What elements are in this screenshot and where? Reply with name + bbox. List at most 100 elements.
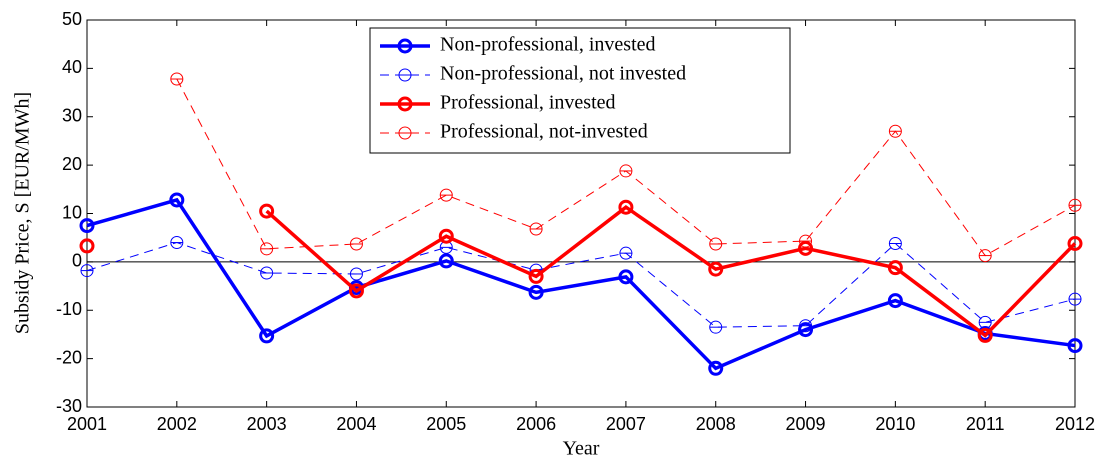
marker bbox=[349, 237, 363, 251]
series-line bbox=[86, 197, 1076, 371]
marker bbox=[529, 222, 543, 236]
marker bbox=[528, 268, 544, 284]
marker bbox=[528, 284, 544, 300]
marker bbox=[977, 327, 993, 343]
series-line bbox=[265, 205, 1077, 338]
marker-circle bbox=[528, 284, 544, 300]
marker bbox=[798, 322, 814, 338]
y-tick-label: 30 bbox=[62, 106, 82, 126]
marker bbox=[888, 236, 902, 250]
marker-circle bbox=[887, 293, 903, 309]
marker bbox=[260, 266, 274, 280]
marker bbox=[398, 68, 412, 82]
marker-circle bbox=[1067, 338, 1083, 354]
legend-label: Professional, invested bbox=[440, 92, 616, 114]
marker bbox=[708, 360, 724, 376]
marker-circle bbox=[259, 328, 275, 344]
series-line bbox=[86, 241, 1076, 328]
marker bbox=[170, 72, 184, 86]
marker-circle bbox=[887, 260, 903, 276]
marker-circle bbox=[1067, 235, 1083, 251]
y-tick-label: 10 bbox=[62, 202, 82, 222]
marker bbox=[888, 124, 902, 138]
marker-circle bbox=[79, 238, 95, 254]
marker bbox=[259, 328, 275, 344]
marker bbox=[709, 237, 723, 251]
marker-circle bbox=[438, 228, 454, 244]
y-tick-label: -10 bbox=[56, 299, 82, 319]
legend-label: Non-professional, invested bbox=[440, 34, 656, 56]
marker bbox=[169, 192, 185, 208]
marker-circle bbox=[348, 283, 364, 299]
marker-circle bbox=[397, 38, 413, 54]
legend-box bbox=[369, 27, 791, 154]
marker bbox=[170, 236, 184, 250]
x-tick-label: 2006 bbox=[516, 414, 556, 434]
marker bbox=[397, 96, 413, 112]
marker bbox=[79, 218, 95, 234]
marker bbox=[1067, 235, 1083, 251]
marker bbox=[708, 261, 724, 277]
marker bbox=[618, 269, 634, 285]
marker-circle bbox=[618, 269, 634, 285]
marker-circle bbox=[798, 322, 814, 338]
marker bbox=[438, 253, 454, 269]
marker bbox=[397, 38, 413, 54]
x-tick-label: 2008 bbox=[696, 414, 736, 434]
x-tick-label: 2011 bbox=[966, 414, 1005, 434]
x-tick-label: 2005 bbox=[426, 414, 466, 434]
marker bbox=[1067, 338, 1083, 354]
marker bbox=[1068, 198, 1082, 212]
marker bbox=[799, 234, 813, 248]
y-tick-label: -20 bbox=[56, 347, 82, 367]
x-tick-label: 2004 bbox=[336, 414, 376, 434]
marker bbox=[619, 164, 633, 178]
y-tick-label: 0 bbox=[72, 251, 82, 271]
marker-circle bbox=[528, 268, 544, 284]
marker bbox=[349, 267, 363, 281]
marker bbox=[619, 246, 633, 260]
marker bbox=[887, 260, 903, 276]
y-tick-label: 20 bbox=[62, 154, 82, 174]
marker bbox=[798, 240, 814, 256]
marker-circle bbox=[79, 218, 95, 234]
marker-circle bbox=[169, 192, 185, 208]
legend-label: Non-professional, not invested bbox=[440, 63, 686, 85]
marker bbox=[80, 264, 94, 278]
x-tick-label: 2002 bbox=[157, 414, 197, 434]
marker bbox=[978, 249, 992, 263]
marker bbox=[260, 242, 274, 256]
marker bbox=[618, 199, 634, 215]
marker-circle bbox=[798, 240, 814, 256]
marker-circle bbox=[708, 261, 724, 277]
marker bbox=[887, 293, 903, 309]
marker-circle bbox=[977, 327, 993, 343]
marker bbox=[1068, 292, 1082, 306]
y-axis-label: Subsidy Price, S [EUR/MWh] bbox=[12, 92, 34, 334]
x-tick-label: 2001 bbox=[67, 414, 107, 434]
marker bbox=[79, 238, 95, 254]
marker-circle bbox=[438, 253, 454, 269]
x-tick-label: 2010 bbox=[875, 414, 915, 434]
marker bbox=[398, 126, 412, 140]
x-axis-label: Year bbox=[563, 438, 600, 460]
x-tick-label: 2012 bbox=[1055, 414, 1095, 434]
marker bbox=[348, 283, 364, 299]
marker-circle bbox=[708, 360, 724, 376]
x-tick-label: 2003 bbox=[247, 414, 287, 434]
marker-circle bbox=[397, 96, 413, 112]
marker-circle bbox=[259, 203, 275, 219]
y-tick-label: 40 bbox=[62, 57, 82, 77]
marker bbox=[259, 203, 275, 219]
marker bbox=[709, 320, 723, 334]
y-tick-label: -30 bbox=[56, 396, 82, 416]
marker bbox=[439, 188, 453, 202]
legend-label: Professional, not-invested bbox=[440, 121, 648, 143]
marker bbox=[799, 319, 813, 333]
y-tick-label: 50 bbox=[62, 9, 82, 29]
marker-circle bbox=[618, 199, 634, 215]
x-tick-label: 2007 bbox=[606, 414, 646, 434]
marker bbox=[438, 228, 454, 244]
x-tick-label: 2009 bbox=[786, 414, 826, 434]
